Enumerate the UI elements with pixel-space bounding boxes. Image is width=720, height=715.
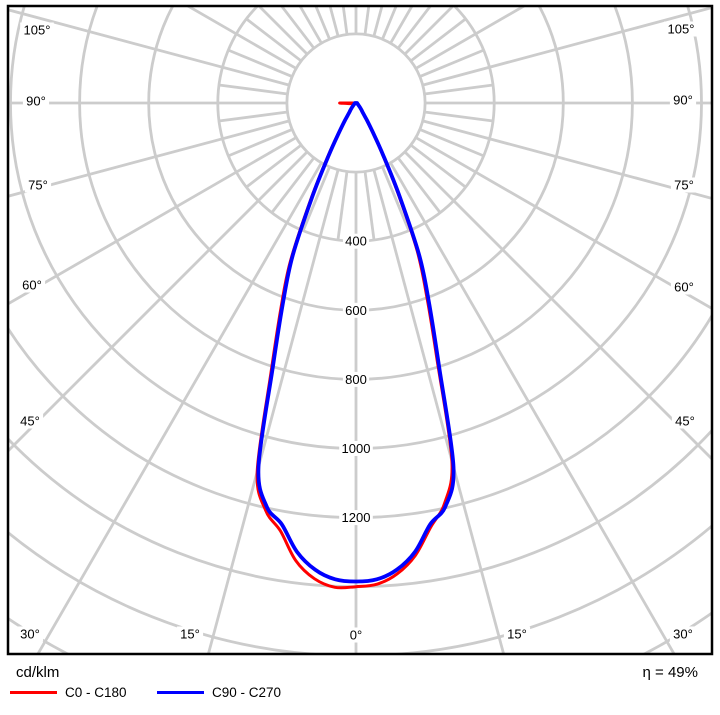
angle-label-13: 0° [350, 628, 362, 643]
angle-label-6-bg [664, 21, 698, 37]
angle-label-11-bg [669, 626, 697, 642]
grid-spoke-main [8, 136, 297, 306]
grid-spoke-main [422, 119, 712, 200]
grid-spoke-main [8, 150, 309, 453]
angle-label-2: 75° [28, 178, 48, 193]
chart-frame [6, 4, 714, 656]
angle-label-9-bg [670, 279, 698, 295]
grid-spoke-main [8, 8, 290, 87]
angle-label-7-bg [669, 92, 697, 108]
grid-spoke-minor [336, 171, 349, 241]
grid-spoke-main [8, 119, 290, 198]
polar-grid [8, 6, 712, 654]
grid-spoke-minor [409, 143, 467, 189]
angle-label-0: 105° [24, 23, 51, 38]
grid-circle-1400 [8, 428, 712, 588]
angle-label-13-bg [346, 627, 366, 643]
grid-spoke-minor [363, 6, 371, 35]
angle-label-10: 45° [675, 414, 695, 429]
curves [255, 101, 456, 590]
angle-label-5: 30° [20, 627, 40, 642]
grid-spoke-minor [227, 48, 293, 78]
grid-circle-1200 [8, 312, 712, 519]
angle-label-8-bg [670, 177, 698, 193]
angle-label-3-bg [18, 277, 46, 293]
legend-swatch-blue [157, 690, 204, 694]
angle-label-1: 90° [26, 94, 46, 109]
grid-spoke-minor [218, 83, 288, 96]
radial-label-800: 800 [345, 372, 367, 387]
angle-label-5-bg [16, 626, 44, 642]
grid-spoke-minor [245, 143, 303, 189]
angle-label-12-bg [176, 626, 204, 642]
legend-label: C90 - C270 [212, 684, 282, 700]
angle-label-4-bg [16, 413, 44, 429]
radial-label-1200: 1200 [342, 510, 371, 525]
legend-item-c0-c180: C0 - C180 [10, 684, 127, 700]
angle-label-7: 90° [673, 93, 693, 108]
angle-label-14-bg [503, 626, 531, 642]
curve-c90-c270 [256, 101, 456, 584]
angle-label-2-bg [24, 177, 52, 193]
radial-label-1200-bg [339, 510, 373, 526]
grid-spoke-main [403, 150, 712, 461]
angle-label-1-bg [22, 93, 50, 109]
grid-spoke-minor [409, 17, 467, 63]
grid-spoke-minor [424, 110, 494, 123]
radial-label-600: 600 [345, 303, 367, 318]
polar-photometric-chart: 400 600 800 1000 1200 105° 90° 75° 60° 45° 30° 105°… [6, 4, 714, 656]
angle-label-11: 30° [673, 627, 693, 642]
grid-spoke-main [422, 6, 712, 87]
legend-label: C0 - C180 [65, 684, 127, 700]
unit-label: cd/klm [16, 664, 60, 681]
grid-spoke-minor [363, 171, 376, 241]
grid-circle-1800 [8, 611, 712, 654]
grid-spoke-main [36, 162, 323, 654]
grid-spoke-minor [301, 166, 331, 232]
radial-label-400: 400 [345, 234, 367, 249]
legend-item-c90-c270: C90 - C270 [157, 684, 282, 700]
grid-spoke-minor [419, 48, 485, 78]
grid-circle-1600 [8, 523, 712, 654]
grid-spoke-minor [227, 128, 293, 158]
angle-label-6: 105° [668, 22, 695, 37]
grid-spoke-minor [270, 156, 316, 214]
angle-label-9: 60° [674, 280, 694, 295]
grid-spoke-minor [396, 6, 433, 50]
grid-spoke-main [389, 162, 676, 654]
angle-label-3: 60° [22, 278, 42, 293]
grid-spoke-minor [341, 6, 349, 35]
grid-spoke-minor [396, 156, 442, 214]
grid-spoke-minor [279, 6, 316, 50]
angle-label-14: 15° [507, 627, 527, 642]
grid-spoke-main [372, 169, 506, 654]
angle-label-10-bg [671, 413, 699, 429]
radial-label-1000: 1000 [342, 441, 371, 456]
grid-spoke-main [415, 136, 712, 311]
grid-spoke-minor [424, 83, 494, 96]
grid-spoke-main [206, 169, 340, 654]
angle-label-4: 45° [20, 414, 40, 429]
grid-spoke-minor [245, 17, 303, 63]
angle-label-12: 15° [180, 627, 200, 642]
legend-swatch-red [10, 690, 57, 694]
radial-label-400-bg [342, 233, 370, 249]
efficiency-label: η = 49% [642, 664, 698, 681]
angle-label-0-bg [20, 22, 54, 38]
radial-label-800-bg [342, 371, 370, 387]
radial-label-1000-bg [339, 441, 373, 456]
grid-labels: 400 600 800 1000 1200 105° 90° 75° 60° 45° 30° 105°… [16, 21, 699, 643]
radial-label-600-bg [342, 302, 370, 318]
angle-label-8: 75° [674, 178, 694, 193]
grid-spoke-minor [381, 166, 411, 232]
grid-spoke-minor [218, 110, 288, 123]
grid-spoke-minor [419, 128, 485, 158]
